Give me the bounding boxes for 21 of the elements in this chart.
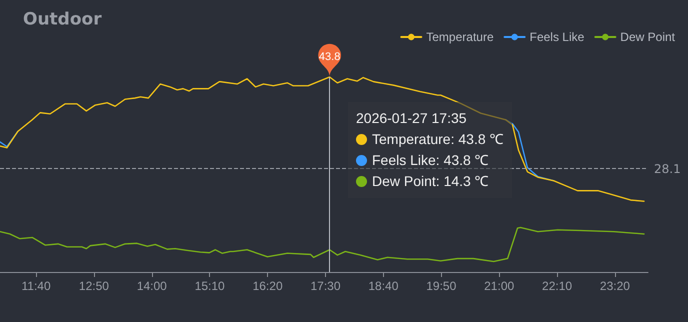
x-tick-label: 16:20 bbox=[252, 279, 283, 293]
x-tick-label: 22:10 bbox=[542, 279, 572, 293]
annotation: Feels Like: 43.8 ℃ bbox=[371, 151, 490, 170]
annotation: Dew Point: 14.3 ℃ bbox=[371, 172, 490, 191]
x-tick-label: 19:50 bbox=[426, 279, 457, 293]
x-tick-label: 12:50 bbox=[78, 279, 110, 293]
text: 28.1 bbox=[654, 162, 681, 176]
x-tick-label: 14:00 bbox=[136, 279, 168, 293]
x-tick-label: 21:00 bbox=[484, 279, 514, 293]
x-tick-label: 17:30 bbox=[310, 279, 341, 293]
legend-label: Temperature bbox=[426, 30, 494, 44]
annotation: 2026-01-27 17:35 bbox=[356, 109, 468, 128]
x-tick-label: 11:40 bbox=[21, 279, 51, 293]
x-tick-label: 23:20 bbox=[600, 279, 630, 293]
chart-title: Outdoor bbox=[23, 10, 102, 30]
annotation: Temperature: 43.8 ℃ bbox=[371, 130, 504, 149]
x-tick-label: 18:40 bbox=[368, 279, 399, 293]
annotation: 43.8 bbox=[318, 51, 340, 64]
legend-label: Dew Point bbox=[620, 30, 676, 44]
legend-label: Feels Like bbox=[530, 30, 585, 44]
x-tick-label: 15:10 bbox=[194, 279, 226, 293]
